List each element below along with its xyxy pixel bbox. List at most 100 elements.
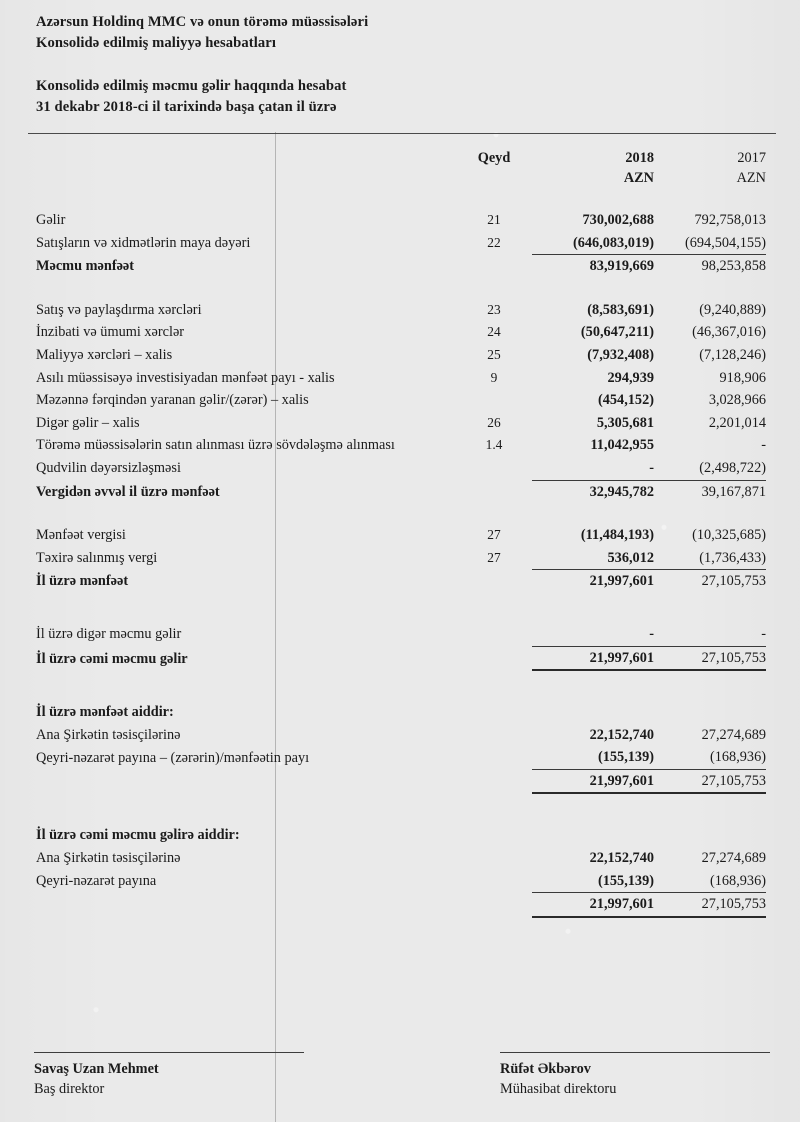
row-value-2017-deferred-tax: (1,736,433) (699, 549, 766, 566)
table-row: Təxirə salınmış vergi 27 536,012 (1,736,… (36, 547, 766, 570)
row-label-tci-attribution-total (36, 893, 456, 917)
row-value-2017-profit-for-year: 27,105,753 (654, 569, 766, 593)
company-name-line1: Azərsun Holdinq MMC və onun törəmə müəss… (36, 14, 369, 30)
comprehensive-attribution-heading-2017 (654, 824, 766, 847)
column-header-currency-2017: AZN (736, 170, 766, 186)
table-row: İnzibati və ümumi xərclər 24 (50,647,211… (36, 321, 766, 344)
profit-attribution-heading-note (456, 701, 532, 724)
row-value-2017-tci-attribution-total: 27,105,753 (654, 892, 766, 918)
section-heading-profit-attribution: İl üzrə mənfəət aiddir: (36, 701, 766, 724)
comprehensive-attribution-heading-2018 (532, 824, 654, 847)
comprehensive-attribution-heading: İl üzrə cəmi məcmu gəlirə aiddir: (36, 827, 240, 844)
row-value-2018-selling-expenses: (8,583,691) (587, 301, 654, 318)
row-note-associate-share: 9 (490, 369, 498, 385)
row-note-profit-attribution-total (456, 769, 532, 793)
column-header-note: Qeyd (477, 150, 511, 166)
company-name-line2: Konsolidə edilmiş maliyyə hesabatları (36, 35, 277, 51)
row-value-2017-gross-profit: 98,253,858 (654, 254, 766, 278)
row-value-2018-gross-profit: 83,919,669 (532, 254, 654, 278)
row-note-income-tax: 27 (487, 527, 501, 543)
row-value-2017-total-comprehensive-income: 27,105,753 (654, 645, 766, 672)
row-value-2017-fx-result: 3,028,966 (708, 392, 766, 409)
row-value-2017-selling-expenses: (9,240,889) (699, 301, 766, 318)
header-blank (36, 148, 456, 168)
table-row-total: 21,997,601 27,105,753 (36, 892, 766, 918)
document-heading: Azərsun Holdinq MMC və onun törəmə müəss… (36, 12, 736, 118)
header-divider-rule (28, 133, 776, 134)
table-row-subtotal: Vergidən əvvəl il üzrə mənfəət 32,945,78… (36, 479, 766, 504)
row-value-2018-other-comprehensive-income: - (649, 625, 654, 642)
row-value-2018-income-tax: (11,484,193) (580, 527, 654, 544)
header-blank-2 (36, 168, 456, 188)
signature-chief-accountant: Rüfət Əkbərov Mühasibat direktoru (500, 1052, 770, 1099)
row-label-profit-attribution-total (36, 769, 456, 793)
row-value-2017-income-tax: (10,325,685) (692, 527, 766, 544)
table-row-total: 21,997,601 27,105,753 (36, 768, 766, 795)
table-row: Asılı müəssisəyə investisiyadan mənfəət … (36, 367, 766, 390)
row-label-admin-expenses: İnzibati və ümumi xərclər (36, 324, 185, 341)
spacer-before-tax (36, 503, 766, 524)
row-value-2017-profit-owners-parent: 27,274,689 (701, 726, 766, 743)
profit-attribution-heading: İl üzrə mənfəət aiddir: (36, 704, 174, 721)
table-row: Törəmə müəssisələrin satın alınması üzrə… (36, 434, 766, 457)
spacer-after-headers (36, 188, 766, 209)
row-value-2018-profit-attribution-total: 21,997,601 (532, 768, 654, 795)
row-note-total-comprehensive-income (456, 646, 532, 670)
row-note-cost-of-sales: 22 (487, 235, 501, 251)
spacer-before-comprehensive-attribution (36, 793, 766, 824)
row-label-tci-non-controlling: Qeyri-nəzarət payına (36, 873, 157, 890)
table-row: Maliyyə xərcləri – xalis 25 (7,932,408) … (36, 344, 766, 367)
table-row: Məzənnə fərqindən yaranan gəlir/(zərər) … (36, 389, 766, 412)
row-value-2018-cost-of-sales: (646,083,019) (572, 234, 654, 251)
row-value-2018-bargain-purchase: 11,042,955 (590, 437, 654, 454)
table-row-subtotal: Məcmu mənfəət 83,919,669 98,253,858 (36, 254, 766, 278)
row-value-2018-deferred-tax: 536,012 (607, 549, 654, 566)
row-note-admin-expenses: 24 (487, 324, 501, 340)
row-note-selling-expenses: 23 (487, 301, 501, 317)
row-note-other-comprehensive-income (456, 623, 532, 646)
row-value-2017-profit-before-tax: 39,167,871 (654, 479, 766, 504)
signature-block: Savaş Uzan Mehmet Baş direktor Rüfət Əkb… (0, 1052, 800, 1122)
row-value-2017-cost-of-sales: (694,504,155) (684, 234, 766, 251)
row-label-profit-for-year: İl üzrə mənfəət (36, 573, 129, 590)
income-statement-table: Qeyd 2018 2017 AZN AZN Gəlir 21 730,002,… (36, 148, 766, 918)
profit-attribution-heading-2018 (532, 701, 654, 724)
row-value-2017-admin-expenses: (46,367,016) (692, 324, 766, 341)
spacer-after-gross-profit (36, 278, 766, 299)
row-label-tci-owners-parent: Ana Şirkətin təsisçilərinə (36, 850, 181, 867)
table-row: Gəlir 21 730,002,688 792,758,013 (36, 209, 766, 232)
table-row: Mənfəət vergisi 27 (11,484,193) (10,325,… (36, 524, 766, 547)
row-value-2017-tci-owners-parent: 27,274,689 (701, 850, 766, 867)
row-note-revenue: 21 (487, 212, 501, 227)
row-note-profit-for-year (456, 570, 532, 593)
row-value-2017-goodwill-impairment: (2,498,722) (699, 459, 766, 476)
row-value-2017-other-income: 2,201,014 (708, 414, 766, 431)
header-note-blank (456, 168, 532, 188)
table-row-subtotal: İl üzrə mənfəət 21,997,601 27,105,753 (36, 569, 766, 593)
signature-line (500, 1052, 770, 1053)
row-label-finance-costs: Maliyyə xərcləri – xalis (36, 346, 173, 363)
row-note-bargain-purchase: 1.4 (485, 437, 503, 453)
row-value-2018-tci-owners-parent: 22,152,740 (589, 850, 654, 867)
row-note-profit-before-tax (456, 480, 532, 503)
row-label-profit-owners-parent: Ana Şirkətin təsisçilərinə (36, 726, 181, 743)
table-row: Qudvilin dəyərsizləşməsi - (2,498,722) (36, 457, 766, 480)
row-value-2017-profit-attribution-total: 27,105,753 (654, 768, 766, 795)
table-row: Qeyri-nəzarət payına – (zərərin)/mənfəət… (36, 746, 766, 769)
row-note-fx-result (456, 389, 532, 412)
statement-title-line2: 31 dekabr 2018-ci il tarixində başa çata… (36, 99, 337, 115)
row-label-fx-result: Məzənnə fərqindən yaranan gəlir/(zərər) … (36, 392, 309, 409)
row-note-goodwill-impairment (456, 457, 532, 480)
section-heading-comprehensive-attribution: İl üzrə cəmi məcmu gəlirə aiddir: (36, 824, 766, 847)
table-header-row-years: Qeyd 2018 2017 (36, 148, 766, 168)
row-label-revenue: Gəlir (36, 212, 66, 228)
table-row: İl üzrə digər məcmu gəlir - - (36, 623, 766, 646)
profit-attribution-heading-2017 (654, 701, 766, 724)
column-header-currency-2018: AZN (623, 170, 654, 186)
row-value-2018-other-income: 5,305,681 (596, 414, 654, 431)
row-value-2018-revenue: 730,002,688 (582, 212, 654, 228)
row-note-tci-attribution-total (456, 893, 532, 917)
heading-spacer (36, 54, 736, 76)
signature-name-chief-executive: Savaş Uzan Mehmet (34, 1061, 159, 1077)
